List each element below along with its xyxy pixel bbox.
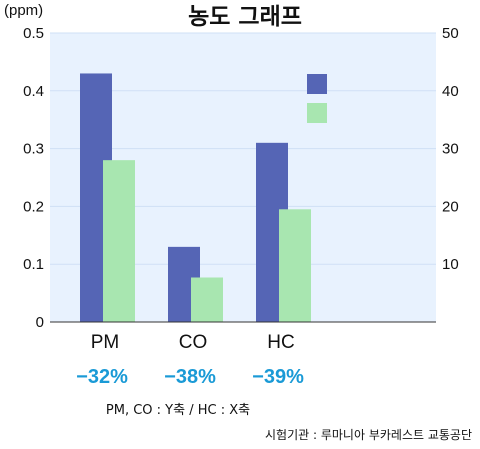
left-axis-ticks: 0 0.1 0.2 0.3 0.4 0.5 [23,25,44,331]
right-tick-label: 10 [442,256,459,273]
reduction-label: −32% [76,366,128,388]
reduction-labels: −32% −38% −39% [76,366,304,388]
category-labels: PM CO HC [91,332,295,353]
source-note: 시험기관 : 루마니아 부카레스트 교통공단 [265,428,472,442]
category-label: HC [267,332,294,353]
right-axis-ticks: 10 20 30 40 50 [442,25,459,273]
category-label: PM [91,332,120,353]
bar-pm-series-2 [103,160,135,322]
left-tick-label: 0.5 [23,25,44,42]
axis-note: PM, CO : Y축 / HC : X축 [106,403,250,418]
right-tick-label: 20 [442,198,459,215]
right-tick-label: 30 [442,141,459,158]
legend-swatch-series-1 [307,74,327,94]
legend-swatch-series-2 [307,103,327,123]
reduction-label: −39% [252,366,304,388]
left-tick-label: 0.1 [23,256,44,273]
y-unit-label: (ppm) [4,2,43,19]
chart-title: 농도 그래프 [188,4,302,30]
bars [80,73,311,323]
right-tick-label: 50 [442,25,459,42]
bar-hc-series-2 [279,209,311,322]
category-label: CO [179,332,208,353]
right-tick-label: 40 [442,83,459,100]
left-tick-label: 0 [36,314,44,331]
legend [307,74,327,123]
bar-co-series-2 [191,277,223,322]
left-tick-label: 0.4 [23,83,44,100]
left-tick-label: 0.3 [23,141,44,158]
left-tick-label: 0.2 [23,198,44,215]
reduction-label: −38% [164,366,216,388]
